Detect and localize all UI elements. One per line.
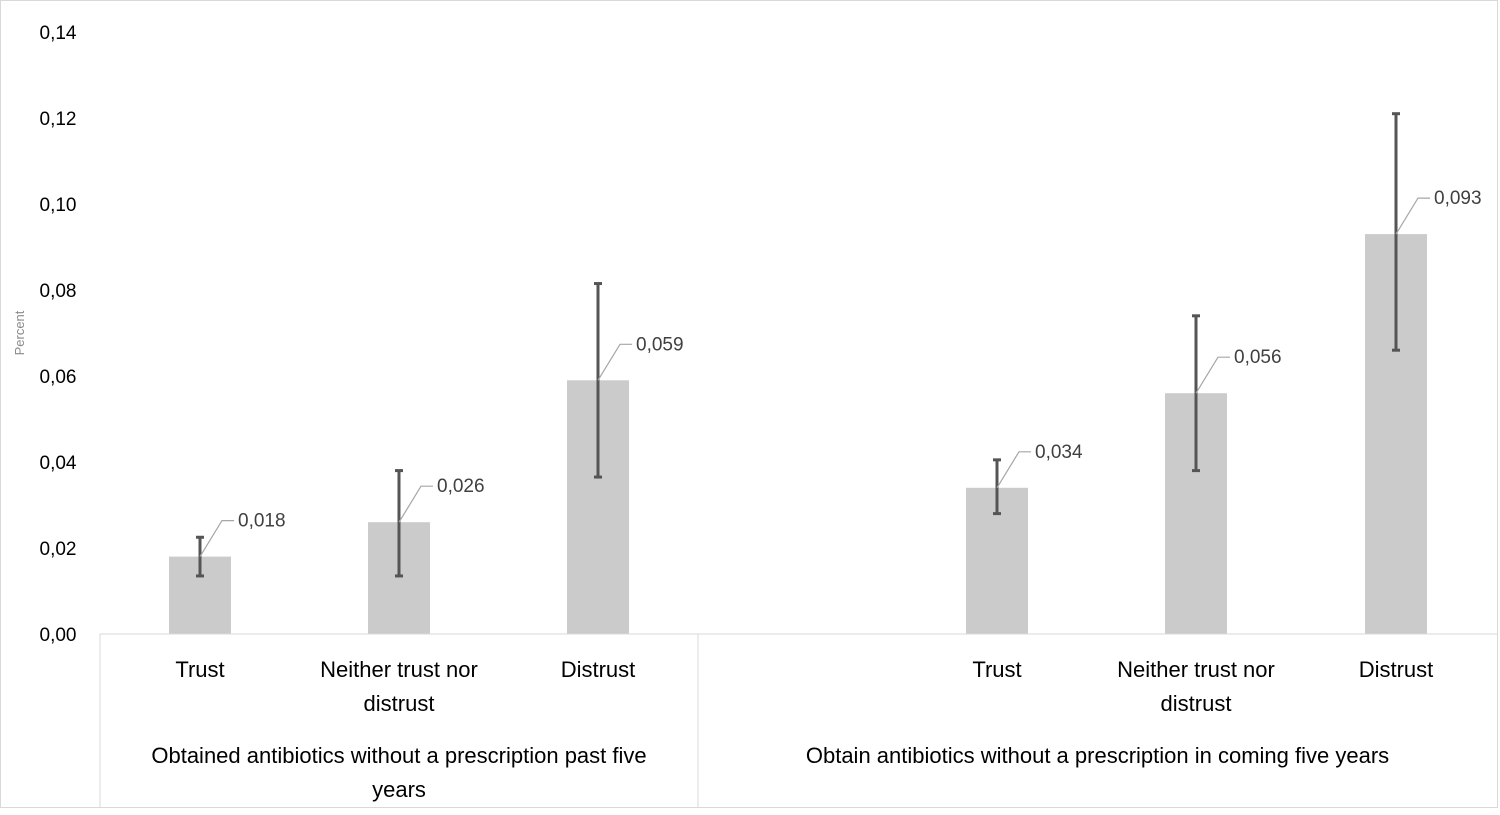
group-label: Obtain antibiotics without a prescriptio… [806,743,1389,768]
category-label: Distrust [561,657,636,682]
y-tick-label: 0,14 [40,23,77,44]
y-tick-label: 0,10 [40,195,77,216]
bars [169,234,1427,634]
data-labels: 0,018 0,026 0,059 0,034 0,056 0,093 [199,188,1482,557]
y-tick-label: 0,02 [40,539,77,560]
group-label: Obtained antibiotics without a prescript… [151,743,646,768]
category-label: Trust [175,657,224,682]
y-tick-label: 0,04 [40,453,77,474]
category-label: Trust [972,657,1021,682]
data-label-leader [199,519,234,557]
data-label: 0,026 [437,476,485,497]
y-tick-label: 0,06 [40,367,77,388]
group-label: years [372,777,426,802]
data-label: 0,093 [1434,188,1482,209]
data-label-leader [1195,356,1230,394]
category-axis: Trust Neither trust nor distrust Distrust Ob… [99,633,1497,808]
data-label-leader [1395,197,1430,235]
category-label: distrust [1161,691,1232,716]
category-label: Distrust [1359,657,1434,682]
y-tick-label: 0,00 [40,625,77,646]
data-label: 0,034 [1035,442,1083,463]
category-label: Neither trust nor [1117,657,1275,682]
y-tick-label: 0,08 [40,281,77,302]
data-label-leader [597,343,632,381]
y-tick-label: 0,12 [40,109,77,130]
data-label: 0,059 [636,334,684,355]
data-label-leader [996,451,1031,489]
data-label: 0,018 [238,511,286,532]
y-axis-title: Percent [12,310,27,355]
y-axis: 0,00 0,02 0,04 0,06 0,08 0,10 0,12 0,14 Percent [12,23,77,646]
category-label: Neither trust nor [320,657,478,682]
category-label: distrust [364,691,435,716]
data-label-leader [398,485,433,523]
data-label: 0,056 [1234,347,1282,368]
